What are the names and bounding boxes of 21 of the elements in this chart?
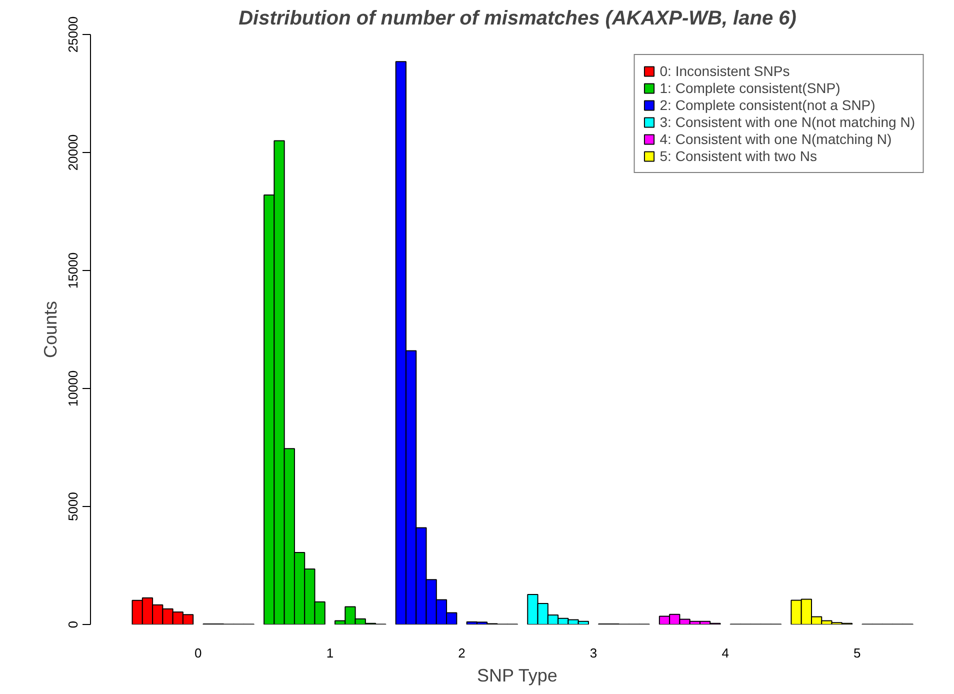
y-tick-label: 10000 bbox=[66, 370, 80, 407]
legend-label: 1: Complete consistent(SNP) bbox=[660, 80, 840, 96]
x-tick-label: 4 bbox=[722, 646, 729, 660]
x-tick-label: 0 bbox=[194, 646, 202, 660]
legend-label: 4: Consistent with one N(matching N) bbox=[660, 131, 892, 147]
y-tick-label: 15000 bbox=[66, 252, 80, 289]
legend-label: 0: Inconsistent SNPs bbox=[660, 63, 790, 79]
x-tick-label: 1 bbox=[326, 646, 334, 660]
chart-title: Distribution of number of mismatches (AKAXP-WB, lane 6) bbox=[238, 8, 797, 30]
y-axis-title: Counts bbox=[40, 300, 60, 358]
x-tick-label: 5 bbox=[854, 646, 861, 660]
y-tick-label: 20000 bbox=[66, 134, 80, 171]
legend-label: 2: Complete consistent(not a SNP) bbox=[660, 97, 876, 113]
x-axis-title: SNP Type bbox=[476, 666, 558, 686]
x-tick-label: 3 bbox=[590, 646, 598, 660]
y-tick-label: 25000 bbox=[66, 16, 80, 53]
legend-label: 5: Consistent with two Ns bbox=[660, 148, 817, 164]
x-tick-label: 2 bbox=[458, 646, 466, 660]
y-tick-label: 5000 bbox=[66, 492, 80, 521]
legend-label: 3: Consistent with one N(not matching N) bbox=[660, 114, 915, 130]
y-tick-label: 0 bbox=[66, 620, 80, 628]
